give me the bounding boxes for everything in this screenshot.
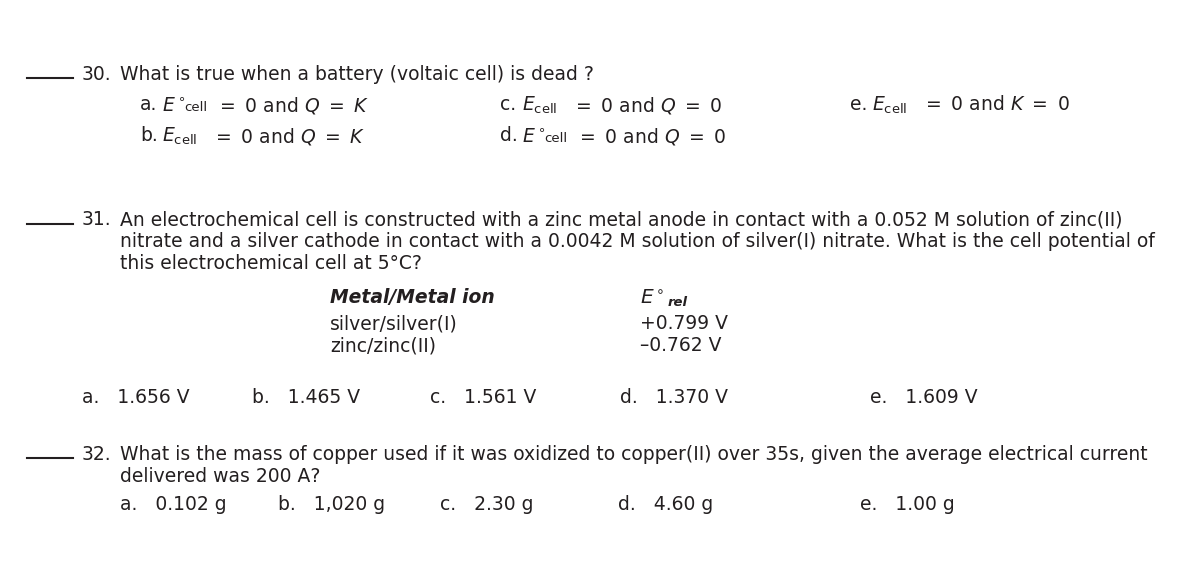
Text: $=$ 0 and $\mathit{Q}$ $=$ 0: $=$ 0 and $\mathit{Q}$ $=$ 0 bbox=[570, 126, 726, 147]
Text: What is the mass of copper used if it was oxidized to copper(II) over 35s, given: What is the mass of copper used if it wa… bbox=[120, 445, 1147, 464]
Text: c.   1.561 V: c. 1.561 V bbox=[430, 388, 536, 407]
Text: 30.: 30. bbox=[82, 65, 112, 84]
Text: c.: c. bbox=[500, 95, 516, 114]
Text: $\mathit{E}_\mathrm{cell}$: $\mathit{E}_\mathrm{cell}$ bbox=[162, 126, 197, 147]
Text: What is true when a battery (voltaic cell) is dead ?: What is true when a battery (voltaic cel… bbox=[120, 65, 594, 84]
Text: e.   1.00 g: e. 1.00 g bbox=[860, 495, 955, 514]
Text: $=$ 0 and $\mathit{K}$ $=$ 0: $=$ 0 and $\mathit{K}$ $=$ 0 bbox=[916, 95, 1070, 114]
Text: a.   1.656 V: a. 1.656 V bbox=[82, 388, 190, 407]
Text: 32.: 32. bbox=[82, 445, 112, 464]
Text: a.   0.102 g: a. 0.102 g bbox=[120, 495, 227, 514]
Text: e.   1.609 V: e. 1.609 V bbox=[870, 388, 978, 407]
Text: cell: cell bbox=[184, 101, 208, 114]
Text: this electrochemical cell at 5°C?: this electrochemical cell at 5°C? bbox=[120, 254, 422, 273]
Text: d.: d. bbox=[500, 126, 517, 145]
Text: Metal/Metal ion: Metal/Metal ion bbox=[330, 288, 494, 307]
Text: $\mathit{E}_\mathrm{cell}$: $\mathit{E}_\mathrm{cell}$ bbox=[522, 95, 557, 116]
Text: 31.: 31. bbox=[82, 210, 112, 229]
Text: zinc/zinc(II): zinc/zinc(II) bbox=[330, 336, 436, 355]
Text: $\mathit{E}^\circ$: $\mathit{E}^\circ$ bbox=[162, 96, 186, 115]
Text: rel: rel bbox=[668, 296, 688, 309]
Text: b.   1.465 V: b. 1.465 V bbox=[252, 388, 360, 407]
Text: An electrochemical cell is constructed with a zinc metal anode in contact with a: An electrochemical cell is constructed w… bbox=[120, 210, 1122, 229]
Text: b.: b. bbox=[140, 126, 157, 145]
Text: silver/silver(I): silver/silver(I) bbox=[330, 314, 457, 333]
Text: +0.799 V: +0.799 V bbox=[640, 314, 728, 333]
Text: d.   1.370 V: d. 1.370 V bbox=[620, 388, 728, 407]
Text: nitrate and a silver cathode in contact with a 0.0042 M solution of silver(I) ni: nitrate and a silver cathode in contact … bbox=[120, 232, 1154, 251]
Text: d.   4.60 g: d. 4.60 g bbox=[618, 495, 713, 514]
Text: –0.762 V: –0.762 V bbox=[640, 336, 721, 355]
Text: a.: a. bbox=[140, 95, 157, 114]
Text: cell: cell bbox=[544, 132, 568, 145]
Text: $=$ 0 and $\mathit{Q}$ $=$ $\mathit{K}$: $=$ 0 and $\mathit{Q}$ $=$ $\mathit{K}$ bbox=[206, 126, 365, 147]
Text: $=$ 0 and $\mathit{Q}$ $=$ 0: $=$ 0 and $\mathit{Q}$ $=$ 0 bbox=[566, 95, 722, 116]
Text: $=$ 0 and $\mathit{Q}$ $=$ $\mathit{K}$: $=$ 0 and $\mathit{Q}$ $=$ $\mathit{K}$ bbox=[210, 95, 370, 116]
Text: delivered was 200 A?: delivered was 200 A? bbox=[120, 467, 320, 486]
Text: $\mathit{E}^\circ$: $\mathit{E}^\circ$ bbox=[522, 127, 546, 146]
Text: e.: e. bbox=[850, 95, 868, 114]
Text: $\mathbf{\mathit{E}}^\circ$: $\mathbf{\mathit{E}}^\circ$ bbox=[640, 289, 665, 308]
Text: b.   1,020 g: b. 1,020 g bbox=[278, 495, 385, 514]
Text: $\mathit{E}_\mathrm{cell}$: $\mathit{E}_\mathrm{cell}$ bbox=[872, 95, 907, 116]
Text: c.   2.30 g: c. 2.30 g bbox=[440, 495, 534, 514]
